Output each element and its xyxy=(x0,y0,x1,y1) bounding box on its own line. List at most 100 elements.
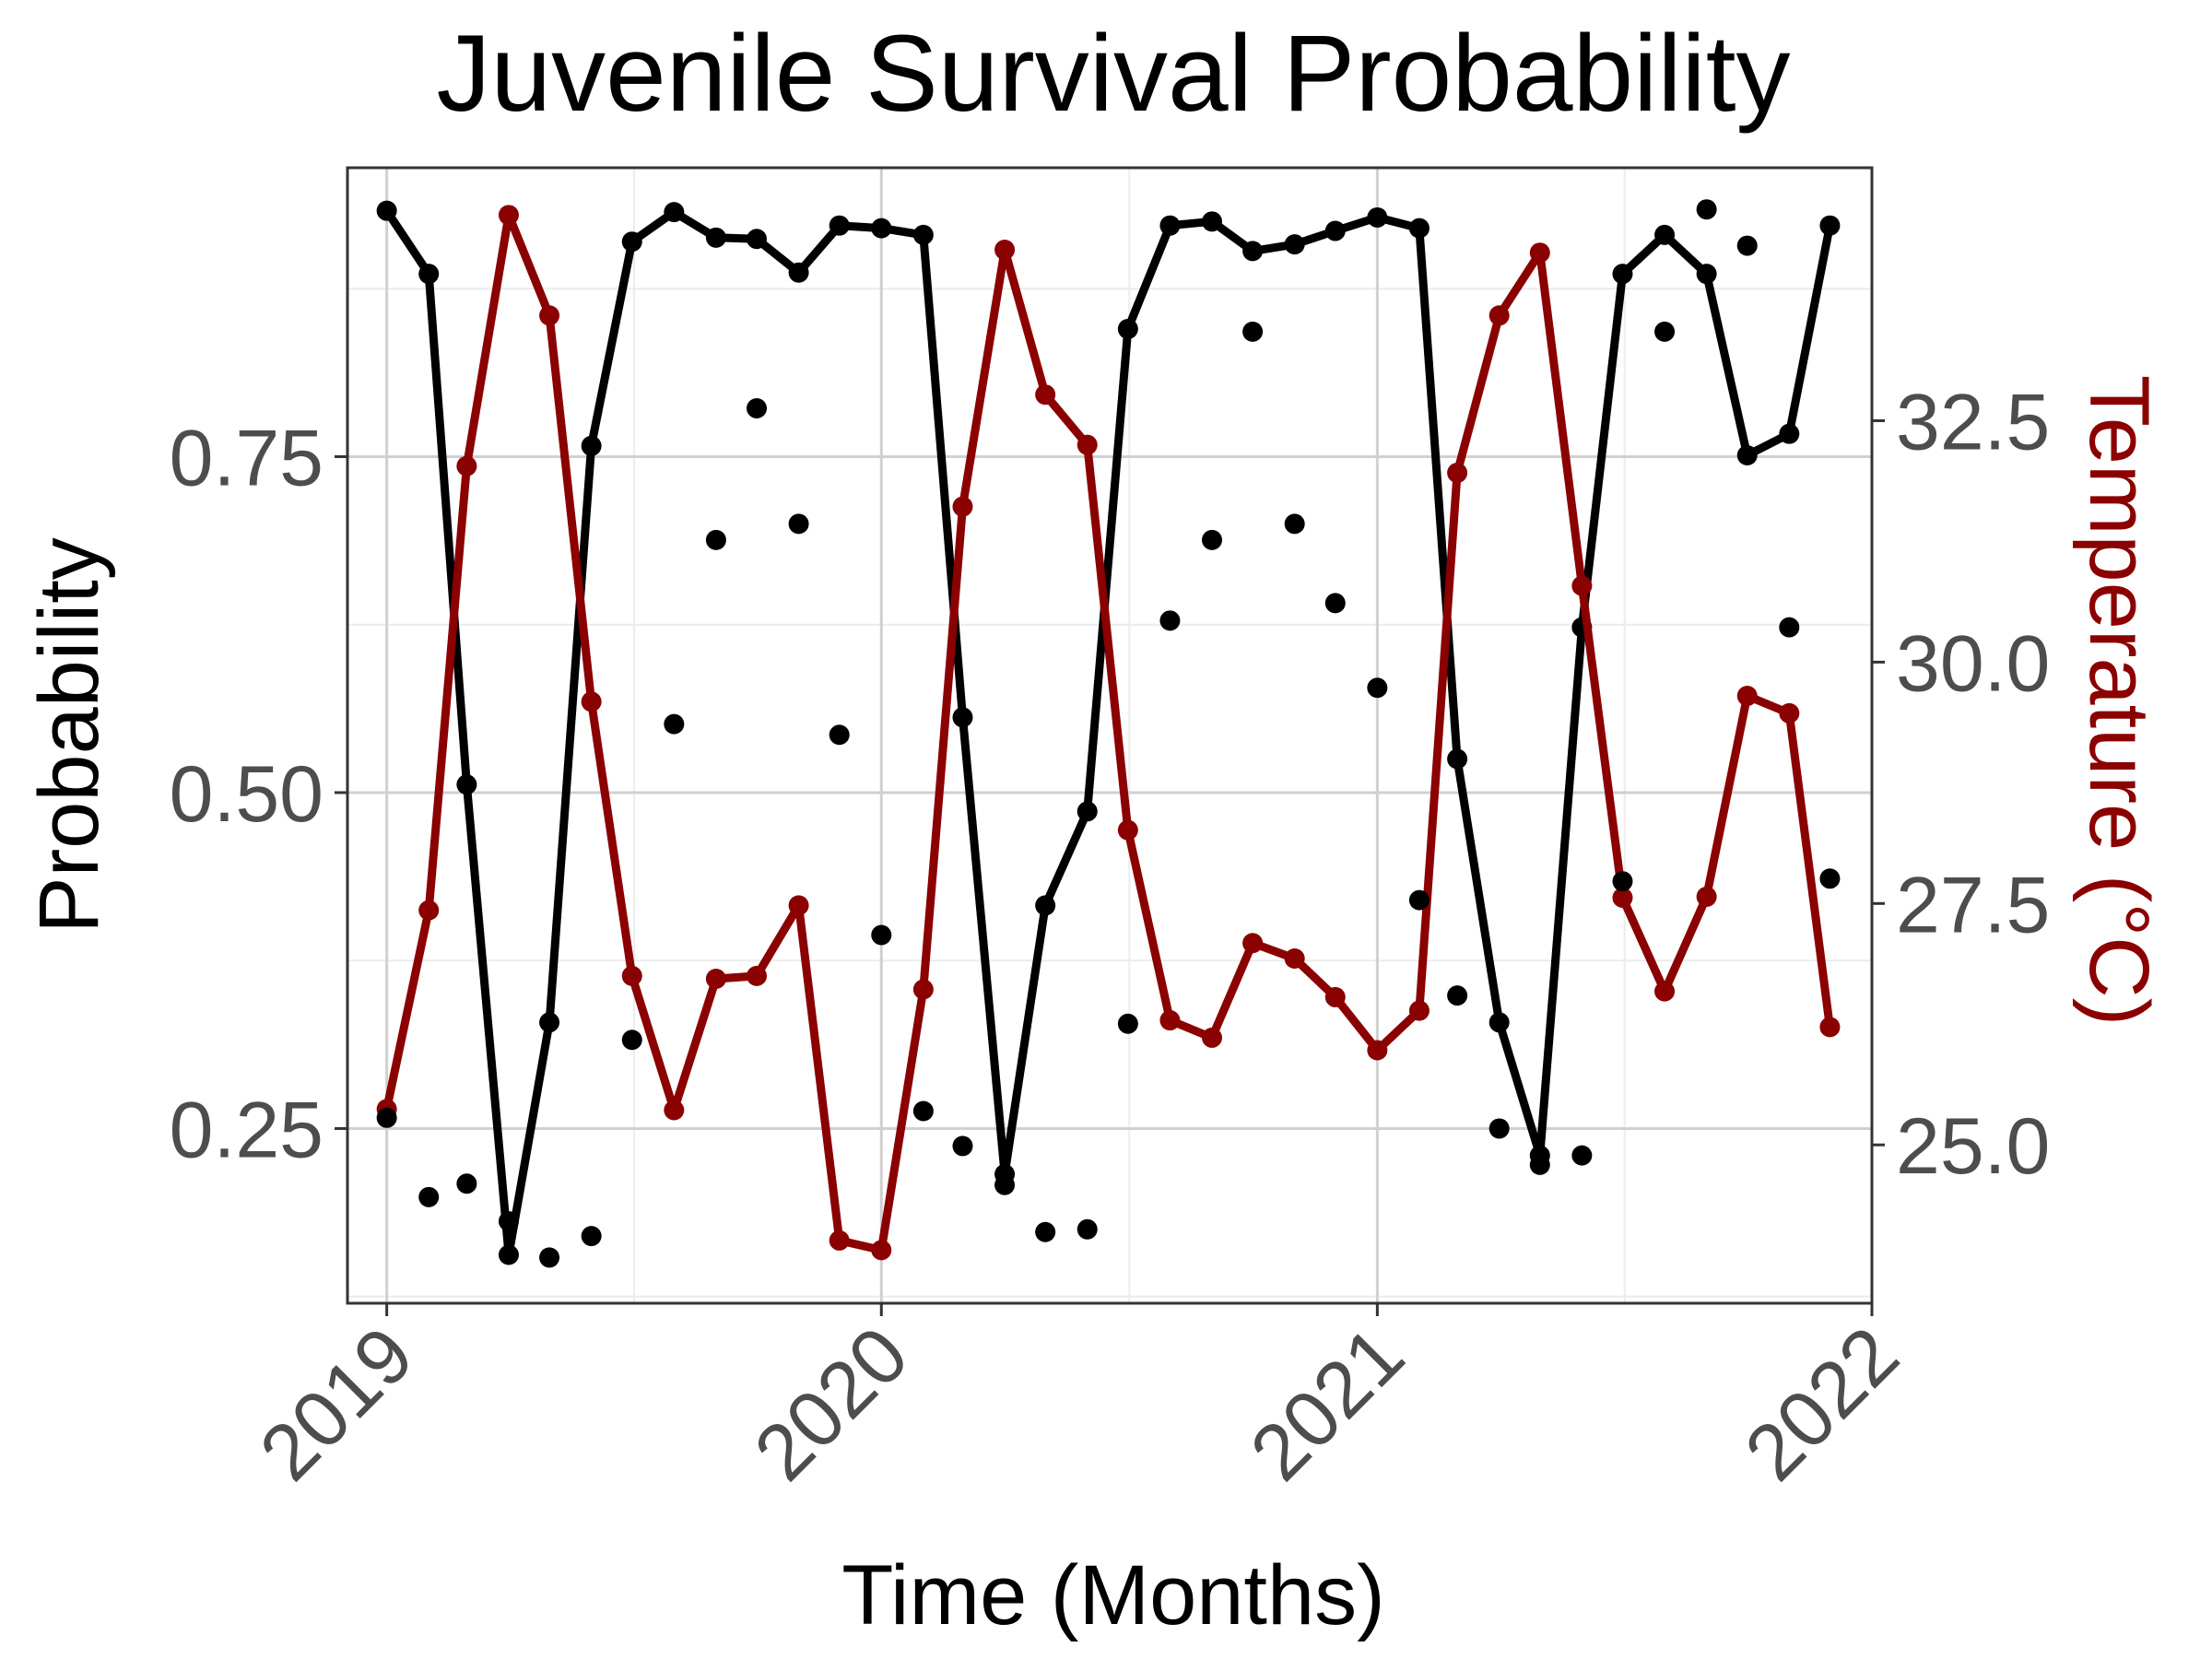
y2-axis-title: Temperature (°C) xyxy=(2072,375,2166,1027)
series-2-point-10 xyxy=(788,513,809,535)
series-2-point-19 xyxy=(1159,610,1181,631)
series-0-point-13 xyxy=(912,224,934,245)
x-tick-label-2019: 2019 xyxy=(243,1311,430,1498)
series-0-point-22 xyxy=(1284,234,1305,255)
x-tick-label-2022: 2022 xyxy=(1728,1311,1915,1498)
series-2-point-7 xyxy=(664,713,685,735)
plot-panel-border xyxy=(346,166,1874,1305)
series-0-point-14 xyxy=(952,707,973,728)
series-0-point-10 xyxy=(788,262,809,283)
series-2-point-34 xyxy=(1779,617,1800,638)
series-1-point-18 xyxy=(1117,819,1138,841)
x-tick-label-2021: 2021 xyxy=(1234,1311,1421,1498)
series-2-point-20 xyxy=(1202,529,1223,550)
series-1-point-6 xyxy=(621,965,642,986)
series-2-point-17 xyxy=(1077,1218,1098,1240)
chart-title: Juvenile Survival Probability xyxy=(436,13,1790,135)
series-2-point-35 xyxy=(1819,868,1841,889)
series-1-point-26 xyxy=(1447,463,1468,484)
series-0-point-4 xyxy=(539,1012,560,1033)
series-2-point-0 xyxy=(376,1107,397,1128)
series-0-point-34 xyxy=(1779,423,1800,444)
minor-gridlines xyxy=(347,168,1872,1303)
series-2-point-12 xyxy=(871,924,892,946)
series-0-point-6 xyxy=(621,231,642,253)
series-1-point-3 xyxy=(498,205,519,226)
series-1-point-17 xyxy=(1077,434,1098,455)
series-1-point-14 xyxy=(952,496,973,517)
series-2-point-29 xyxy=(1571,1145,1593,1166)
series-1-point-7 xyxy=(664,1100,685,1121)
y-tick-label-0.50: 0.50 xyxy=(170,750,324,839)
series-0-point-30 xyxy=(1612,264,1633,285)
series-1-point-31 xyxy=(1654,981,1676,1002)
series-2-point-27 xyxy=(1488,1118,1510,1139)
series-2-point-4 xyxy=(539,1247,560,1268)
series-1-point-9 xyxy=(747,965,768,986)
series-2-point-14 xyxy=(952,1135,973,1157)
series-1-point-32 xyxy=(1696,886,1717,907)
series-0-point-31 xyxy=(1654,224,1676,245)
x-tick-label-2020: 2020 xyxy=(738,1311,925,1498)
series-1-point-25 xyxy=(1408,1000,1430,1021)
x-axis-title: Time (Months) xyxy=(841,1548,1385,1642)
series-0-point-32 xyxy=(1696,264,1717,285)
series-2-point-3 xyxy=(498,1211,519,1232)
series-0-point-5 xyxy=(581,435,602,456)
series-0-point-0 xyxy=(376,200,397,221)
series-2-point-11 xyxy=(829,724,850,746)
series-layer xyxy=(376,199,1841,1268)
series-0-point-21 xyxy=(1242,241,1264,262)
series-1-point-8 xyxy=(705,969,726,989)
series-2-point-8 xyxy=(705,529,726,550)
series-0-point-1 xyxy=(418,264,440,285)
series-2-point-23 xyxy=(1324,593,1346,614)
series-2-point-31 xyxy=(1654,321,1676,342)
series-2-point-5 xyxy=(581,1226,602,1247)
series-1-point-12 xyxy=(871,1240,892,1261)
major-gridlines xyxy=(347,168,1874,1303)
series-1-point-11 xyxy=(829,1230,850,1251)
series-0-point-24 xyxy=(1367,206,1388,228)
y-axis-title: Probability xyxy=(22,537,116,934)
series-0-point-26 xyxy=(1447,748,1468,770)
series-0-point-3 xyxy=(498,1244,519,1265)
series-0-point-11 xyxy=(829,215,850,236)
series-2-point-21 xyxy=(1242,321,1264,342)
series-1-point-35 xyxy=(1819,1017,1841,1038)
series-1-point-20 xyxy=(1202,1027,1223,1048)
series-2-point-32 xyxy=(1696,199,1717,220)
series-1-point-19 xyxy=(1159,1010,1181,1031)
series-0-point-8 xyxy=(705,227,726,248)
axis-ticks xyxy=(335,418,1885,1316)
series-1-point-28 xyxy=(1529,242,1550,264)
series-0-point-16 xyxy=(1035,895,1056,916)
series-2-point-2 xyxy=(456,1173,477,1194)
series-0-point-20 xyxy=(1202,211,1223,232)
series-2-point-16 xyxy=(1035,1221,1056,1242)
y2-tick-label-30.0: 30.0 xyxy=(1896,619,2050,708)
series-2-point-6 xyxy=(621,1030,642,1051)
series-1-point-34 xyxy=(1779,702,1800,724)
series-1-point-2 xyxy=(456,455,477,477)
series-0-point-17 xyxy=(1077,801,1098,822)
series-0-point-35 xyxy=(1819,215,1841,236)
series-0 xyxy=(376,200,1841,1265)
y2-tick-label-32.5: 32.5 xyxy=(1896,378,2050,466)
series-0-point-12 xyxy=(871,218,892,239)
series-2-point-22 xyxy=(1284,513,1305,535)
series-0-point-7 xyxy=(664,202,685,223)
series-0-point-2 xyxy=(456,774,477,795)
series-2-point-25 xyxy=(1408,889,1430,911)
series-1-point-27 xyxy=(1488,305,1510,326)
series-1-point-1 xyxy=(418,900,440,921)
series-1 xyxy=(376,205,1841,1261)
series-2-point-30 xyxy=(1612,871,1633,892)
series-1-point-21 xyxy=(1242,933,1264,954)
series-0-point-25 xyxy=(1408,218,1430,239)
series-0-point-27 xyxy=(1488,1012,1510,1033)
series-0-point-18 xyxy=(1117,318,1138,339)
series-2-point-13 xyxy=(912,1100,934,1122)
series-1-point-29 xyxy=(1571,575,1593,596)
